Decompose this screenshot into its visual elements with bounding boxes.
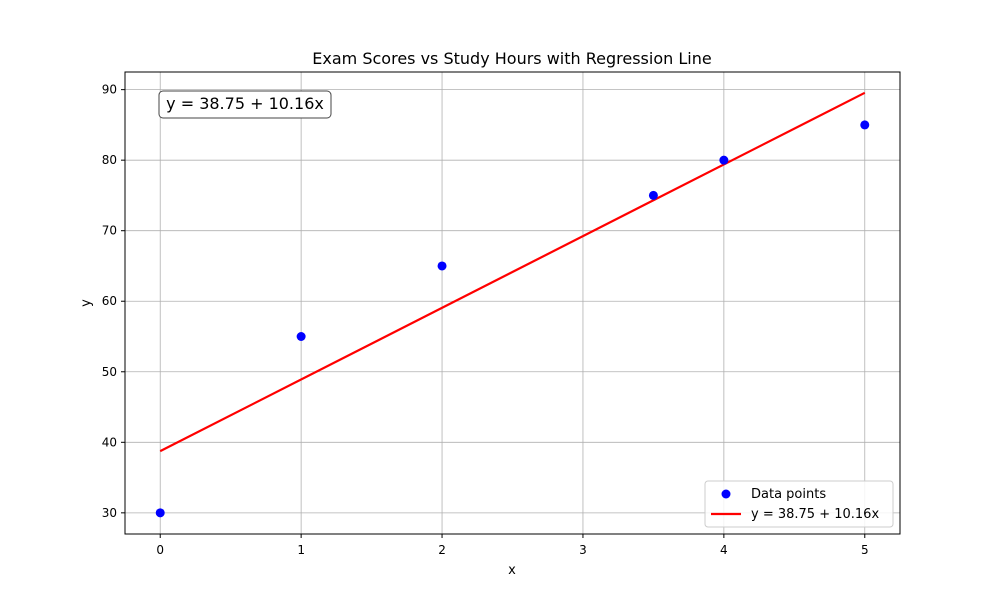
legend: Data points y = 38.75 + 10.16x (704, 480, 894, 528)
data-point (437, 261, 447, 271)
y-tick-label: 30 (102, 506, 117, 520)
x-tick-label: 4 (720, 543, 728, 557)
y-axis-ticks: 30 40 50 60 70 80 90 (102, 83, 125, 520)
y-tick-label: 80 (102, 153, 117, 167)
data-point (860, 120, 870, 130)
y-tick-label: 50 (102, 365, 117, 379)
x-tick-label: 0 (156, 543, 164, 557)
legend-label-line: y = 38.75 + 10.16x (751, 507, 879, 522)
legend-marker-scatter (721, 489, 731, 499)
chart-title: Exam Scores vs Study Hours with Regressi… (312, 49, 711, 68)
x-tick-label: 1 (297, 543, 305, 557)
data-point (719, 155, 729, 165)
x-tick-label: 3 (579, 543, 587, 557)
plot-frame (124, 71, 901, 535)
x-tick-label: 5 (861, 543, 869, 557)
data-point (648, 190, 658, 200)
equation-annotation: y = 38.75 + 10.16x (158, 90, 332, 119)
legend-box (704, 480, 894, 528)
data-point (155, 508, 165, 518)
annotation-box (158, 90, 332, 119)
series-layer (155, 91, 870, 518)
legend-label-scatter: Data points (751, 487, 826, 502)
y-tick-label: 90 (102, 83, 117, 97)
y-tick-label: 70 (102, 224, 117, 238)
y-tick-label: 60 (102, 294, 117, 308)
x-tick-label: 2 (438, 543, 446, 557)
grid (125, 72, 900, 534)
x-axis-label: x (508, 563, 516, 578)
regression-line (159, 91, 866, 453)
y-axis-label: y (79, 299, 94, 307)
x-axis-ticks: 0 1 2 3 4 5 (156, 534, 869, 557)
y-tick-label: 40 (102, 435, 117, 449)
data-point (296, 332, 306, 342)
annotation-text: y = 38.75 + 10.16x (166, 94, 324, 113)
